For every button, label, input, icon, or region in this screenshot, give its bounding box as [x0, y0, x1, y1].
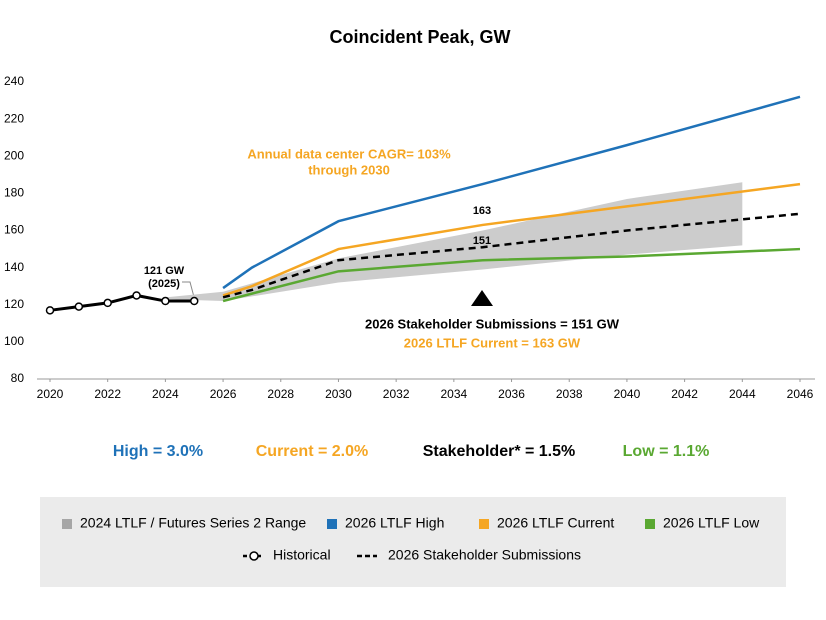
series-line [222, 247, 801, 303]
growth-label: Stakeholder* = 1.5% [423, 443, 576, 460]
legend-label: 2024 LTLF / Futures Series 2 Range [80, 515, 306, 531]
y-tick-label: 140 [4, 260, 24, 274]
legend-label: 2026 Stakeholder Submissions [388, 547, 581, 563]
annotation: through 2030 [308, 162, 390, 177]
y-tick-label: 160 [4, 223, 24, 237]
x-tick-label: 2040 [614, 387, 641, 401]
annotation: 163 [473, 205, 491, 217]
x-tick-label: 2026 [210, 387, 237, 401]
annotation: 151 [473, 235, 491, 247]
point [45, 306, 55, 315]
legend-swatch [327, 519, 337, 529]
legend-box [40, 497, 786, 587]
leader-line [182, 281, 195, 298]
plot [45, 95, 801, 315]
y-tick-label: 180 [4, 186, 24, 200]
y-tick-label: 80 [11, 371, 25, 385]
x-tick-label: 2020 [37, 387, 64, 401]
series-line [222, 182, 801, 297]
growth-label: High = 3.0% [113, 443, 203, 460]
series-line [222, 95, 801, 290]
point [132, 291, 141, 300]
y-tick-label: 240 [4, 74, 24, 88]
x-tick-label: 2032 [383, 387, 410, 401]
legend-swatch [479, 519, 489, 529]
x-tick-label: 2030 [325, 387, 352, 401]
annotation: 121 GW [144, 265, 185, 277]
point [189, 296, 199, 306]
dashed-line [222, 212, 801, 299]
legend-swatch [62, 519, 72, 529]
legend-label: 2026 LTLF Current [497, 515, 614, 531]
chart-title: Coincident Peak, GW [329, 27, 510, 47]
growth-label: Current = 2.0% [256, 443, 368, 460]
annotation: 2026 Stakeholder Submissions = 151 GW [365, 316, 620, 331]
legend-swatch [645, 519, 655, 529]
x-tick-label: 2046 [787, 387, 814, 401]
triangle-marker [471, 290, 493, 306]
point [161, 296, 170, 306]
series-line [49, 293, 195, 312]
x-tick-label: 2036 [498, 387, 525, 401]
growth-label: Low = 1.1% [623, 443, 710, 460]
y-tick-label: 100 [4, 334, 24, 348]
point [103, 298, 112, 308]
legend-label: 2026 LTLF High [345, 515, 444, 531]
annotation: (2025) [148, 278, 180, 290]
x-tick-label: 2034 [440, 387, 467, 401]
range-band [165, 182, 743, 302]
y-tick-label: 120 [4, 297, 24, 311]
x-tick-label: 2042 [671, 387, 698, 401]
x-tick-label: 2044 [729, 387, 756, 401]
x-tick-label: 2028 [267, 387, 294, 401]
point [74, 302, 84, 311]
y-tick-label: 200 [4, 148, 24, 162]
annotation: Annual data center CAGR= 103% [247, 146, 451, 161]
x-tick-label: 2038 [556, 387, 583, 401]
legend-marker [249, 551, 259, 561]
x-tick-label: 2022 [94, 387, 121, 401]
x-tick-label: 2024 [152, 387, 179, 401]
y-tick-label: 220 [4, 111, 24, 125]
legend-label: 2026 LTLF Low [663, 515, 760, 531]
annotation: 2026 LTLF Current = 163 GW [404, 335, 581, 350]
legend-label: Historical [273, 547, 331, 563]
